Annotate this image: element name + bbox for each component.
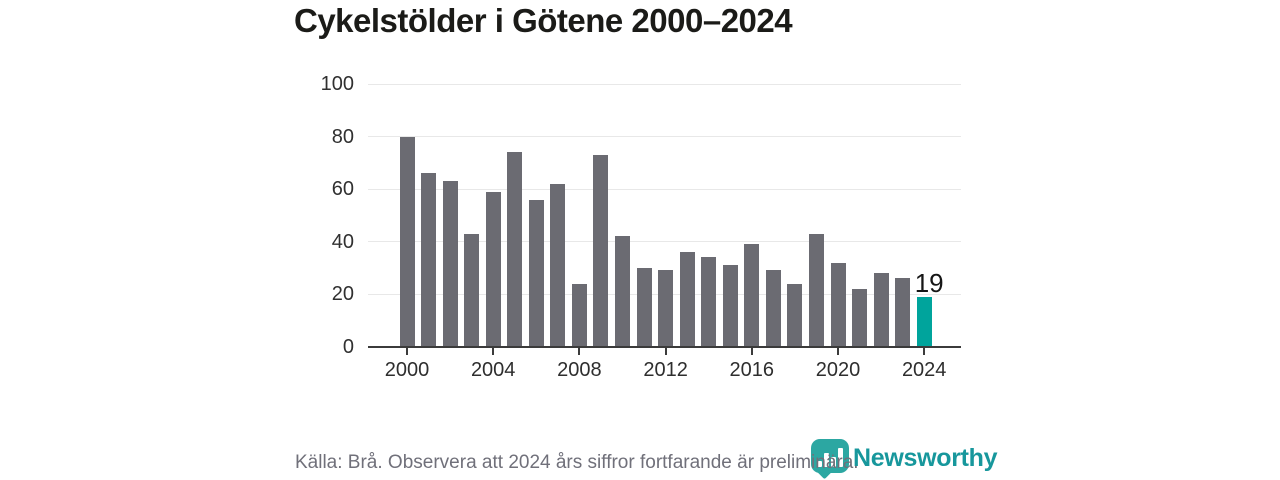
bar-2009: [593, 154, 609, 347]
bar-2003: [464, 233, 480, 347]
bar-2021: [852, 288, 868, 347]
y-axis-label: 80: [331, 125, 354, 148]
x-axis-label: 2000: [384, 359, 430, 381]
bar-2020: [830, 262, 846, 347]
x-axis-label: 2012: [643, 359, 688, 381]
bar-2016: [744, 244, 760, 347]
logo-bar-4: [838, 448, 843, 467]
gridline-y40: [368, 241, 961, 242]
x-axis-label: 2024: [901, 359, 947, 381]
bar-2022: [873, 273, 889, 347]
x-axis-line: [368, 345, 961, 348]
bar-2007: [550, 183, 566, 347]
bar-2008: [571, 283, 587, 347]
x-axis-label: 2004: [470, 359, 516, 381]
logo-bar-1: [817, 461, 822, 467]
bar-2019: [808, 233, 824, 347]
bar-2011: [636, 267, 652, 347]
bar-2024: [916, 296, 932, 347]
y-axis-label: 60: [331, 178, 354, 200]
y-axis-label: 0: [342, 335, 354, 358]
bar-2017: [765, 270, 781, 347]
bar-2000: [399, 136, 415, 347]
y-axis-label: 100: [320, 73, 354, 95]
chart-title: Cykelstölder i Götene 2000–2024: [294, 2, 793, 39]
gridline-y100: [368, 83, 961, 85]
bar-2010: [615, 236, 630, 347]
x-tick-2012: [664, 348, 667, 355]
x-tick-2000: [406, 348, 408, 355]
x-axis-label: 2016: [729, 359, 775, 381]
bar-2002: [442, 181, 458, 347]
bar-2006: [528, 199, 544, 347]
y-axis-label: 40: [331, 230, 354, 253]
bar-2018: [787, 283, 803, 347]
logo-bar-2: [824, 453, 829, 467]
bar-2013: [679, 252, 695, 347]
bar-2001: [421, 173, 437, 347]
newsworthy-bubble-barchart-icon: [811, 439, 849, 480]
x-axis-label: 2020: [815, 359, 861, 381]
logo-bubble: [811, 439, 849, 473]
newsworthy-logo: Newsworthy: [811, 439, 998, 480]
source-note: Källa: Brå. Observera att 2024 års siffr…: [295, 452, 859, 473]
x-axis-label: 2008: [557, 359, 602, 381]
bar-2015: [722, 265, 738, 347]
bar-2014: [701, 257, 717, 347]
bar-2012: [658, 270, 674, 347]
y-axis-label: 20: [331, 283, 354, 305]
bar-2023: [895, 278, 911, 347]
x-tick-2008: [578, 348, 581, 355]
x-tick-2024: [923, 348, 926, 355]
logo-bar-3: [831, 457, 836, 467]
bar-2004: [485, 191, 501, 347]
x-tick-2004: [492, 348, 495, 355]
newsworthy-wordmark: Newsworthy: [853, 444, 998, 472]
x-tick-2020: [837, 348, 839, 355]
bar-value-label-2024: 19: [914, 267, 944, 298]
x-tick-2016: [750, 348, 753, 355]
bar-2005: [507, 152, 523, 347]
gridline-y60: [368, 188, 961, 190]
gridline-y80: [368, 136, 961, 137]
